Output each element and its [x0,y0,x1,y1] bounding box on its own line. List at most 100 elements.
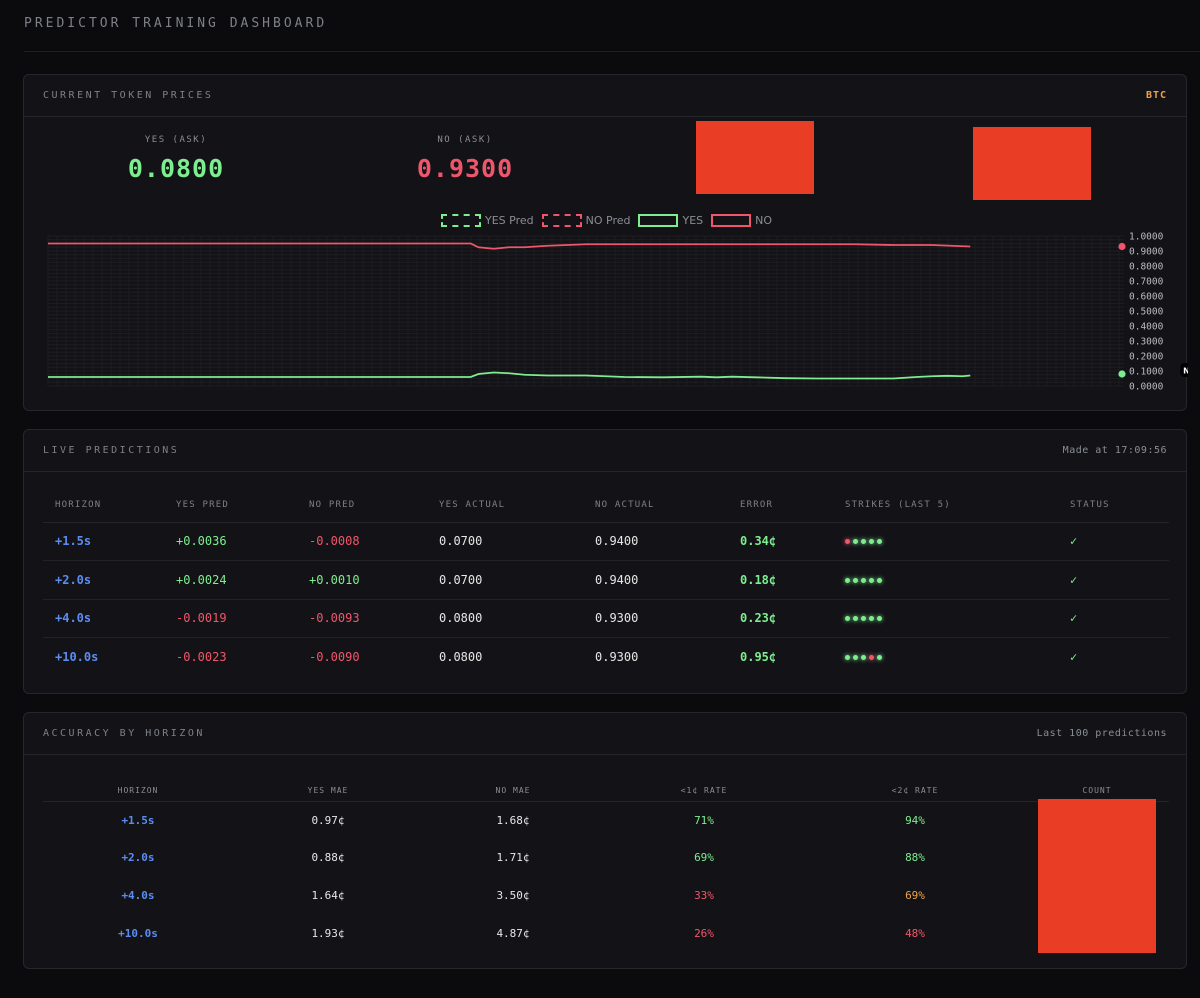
legend-no-pred[interactable]: NO Pred [541,214,630,227]
live-predictions-table: HORIZON YES PRED NO PRED YES ACTUAL NO A… [43,488,1169,676]
row-strikes [833,638,1058,677]
row-status: ✓ [1058,522,1169,561]
strike-hit-dot [869,539,874,545]
col-horizon: HORIZON [43,488,164,523]
acc-no-mae: 1.71¢ [496,851,530,865]
strike-hit-dot [861,655,866,660]
strike-hit-dot [869,616,874,622]
acc-rate2: 69% [905,889,925,903]
y-tick-label: 1.0000 [1129,232,1164,243]
strike-hit-dot [853,539,858,545]
y-tick-label: 0.5000 [1129,307,1164,318]
acc-rate2: 48% [905,927,925,941]
acc-rate1: 33% [694,889,714,903]
acc-horizon: +1.5s [121,813,155,827]
legend-no-label: NO [755,214,773,227]
row-no-pred: -0.0090 [309,650,360,664]
strike-hit-dot [877,616,882,622]
prices-panel-title: CURRENT TOKEN PRICES [43,90,214,101]
acc-rate1: 69% [694,851,714,865]
row-error: 0.34¢ [728,522,833,561]
y-tick-label: 0.4000 [1129,322,1164,333]
accuracy-panel-header: ACCURACY BY HORIZON Last 100 predictions [24,713,1186,755]
image-placeholder-2 [973,127,1091,200]
now-label: NOW [1183,367,1188,376]
y-tick-label: 0.0000 [1129,382,1164,393]
y-tick-label: 0.3000 [1129,337,1164,348]
acc-col-no-mae: NO MAE [423,781,603,802]
acc-rate1: 26% [694,927,714,941]
row-horizon: +2.0s [43,560,164,600]
acc-col-rate2: <2¢ RATE [805,781,1025,802]
yes-price-line [48,371,971,380]
row-yes-pred: -0.0023 [176,650,227,664]
prices-panel: CURRENT TOKEN PRICES BTC YES (ASK) 0.080… [23,74,1188,411]
accuracy-table: HORIZON YES MAE NO MAE <1¢ RATE <2¢ RATE… [43,781,1169,953]
prices-panel-header: CURRENT TOKEN PRICES BTC [24,75,1186,117]
col-yes-actual: YES ACTUAL [427,488,583,523]
y-tick-label: 0.8000 [1129,262,1164,273]
image-placeholder-1 [696,121,814,194]
no-price-value: 0.9300 [416,154,514,183]
y-tick-label: 0.9000 [1129,247,1164,258]
row-horizon: +4.0s [43,599,164,638]
table-row[interactable]: +10.0s -0.0023 -0.0090 0.0800 0.9300 0.9… [43,638,1169,677]
accuracy-panel-title: ACCURACY BY HORIZON [43,728,205,739]
row-no-actual: 0.9400 [583,522,728,561]
legend-yes-pred[interactable]: YES Pred [441,214,534,227]
table-row[interactable]: +2.0s 0.88¢ 1.71¢ 69% 88% [43,839,1169,877]
row-strikes [833,522,1058,561]
col-no-actual: NO ACTUAL [583,488,728,523]
yes-price-block: YES (ASK) 0.0800 [76,135,276,183]
table-row[interactable]: +10.0s 1.93¢ 4.87¢ 26% 48% [43,915,1169,953]
col-yes-pred: YES PRED [164,488,297,523]
row-yes-pred: +0.0024 [164,560,297,600]
strike-hit-dot [861,539,866,545]
yes-price-value: 0.0800 [127,154,225,183]
col-no-pred: NO PRED [297,488,427,523]
acc-rate2: 88% [905,851,925,865]
acc-rate2: 94% [905,813,925,827]
live-panel-header: LIVE PREDICTIONS Made at 17:09:56 [24,430,1186,472]
legend-no-swatch [711,214,752,227]
row-no-actual: 0.9400 [583,560,728,600]
legend-yes-swatch [638,214,679,227]
row-no-pred: -0.0008 [297,522,427,561]
title-divider [24,51,1200,52]
no-price-label: NO (ASK) [437,135,493,145]
acc-horizon: +10.0s [118,927,158,941]
live-table-header-row: HORIZON YES PRED NO PRED YES ACTUAL NO A… [43,488,1169,523]
strike-hit-dot [861,616,866,622]
acc-col-yes-mae: YES MAE [233,781,423,802]
table-row[interactable]: +1.5s +0.0036 -0.0008 0.0700 0.9400 0.34… [43,522,1169,561]
acc-horizon: +2.0s [121,851,155,865]
accuracy-panel: ACCURACY BY HORIZON Last 100 predictions… [23,712,1187,969]
strike-hit-dot [877,655,882,660]
table-row[interactable]: +4.0s -0.0019 -0.0093 0.0800 0.9300 0.23… [43,599,1169,638]
legend-yes[interactable]: YES [638,214,703,227]
legend-no-pred-swatch [541,214,582,227]
table-row[interactable]: +2.0s +0.0024 +0.0010 0.0700 0.9400 0.18… [43,560,1169,600]
asset-badge: BTC [1145,90,1167,101]
live-predictions-panel: LIVE PREDICTIONS Made at 17:09:56 HORIZO… [23,429,1187,694]
row-yes-pred: -0.0019 [164,599,297,638]
acc-no-mae: 3.50¢ [496,889,530,903]
acc-count-cell [1025,798,1169,953]
row-strikes [833,560,1058,600]
legend-no[interactable]: NO [711,214,772,227]
accuracy-header-row: HORIZON YES MAE NO MAE <1¢ RATE <2¢ RATE… [43,781,1169,802]
col-strikes: STRIKES (LAST 5) [833,488,1058,523]
table-row[interactable]: +4.0s 1.64¢ 3.50¢ 33% 69% [43,877,1169,915]
no-price-block: NO (ASK) 0.9300 [365,135,565,183]
acc-rate1: 71% [694,813,714,827]
yes-price-label: YES (ASK) [144,135,208,145]
row-yes-pred: +0.0036 [164,522,297,561]
strike-hit-dot [861,577,866,583]
acc-yes-mae: 0.88¢ [311,851,345,865]
chart-legend: YES Pred NO Pred YES NO [441,214,780,227]
acc-yes-mae: 1.64¢ [311,889,345,903]
row-yes-actual: 0.0800 [427,599,583,638]
acc-horizon: +4.0s [121,889,155,903]
table-row[interactable]: +1.5s 0.97¢ 1.68¢ 71% 94% [43,798,1169,953]
price-chart[interactable]: 1.0000 0.9000 0.8000 0.7000 0.6000 0.5000 0.40… [24,230,1188,400]
